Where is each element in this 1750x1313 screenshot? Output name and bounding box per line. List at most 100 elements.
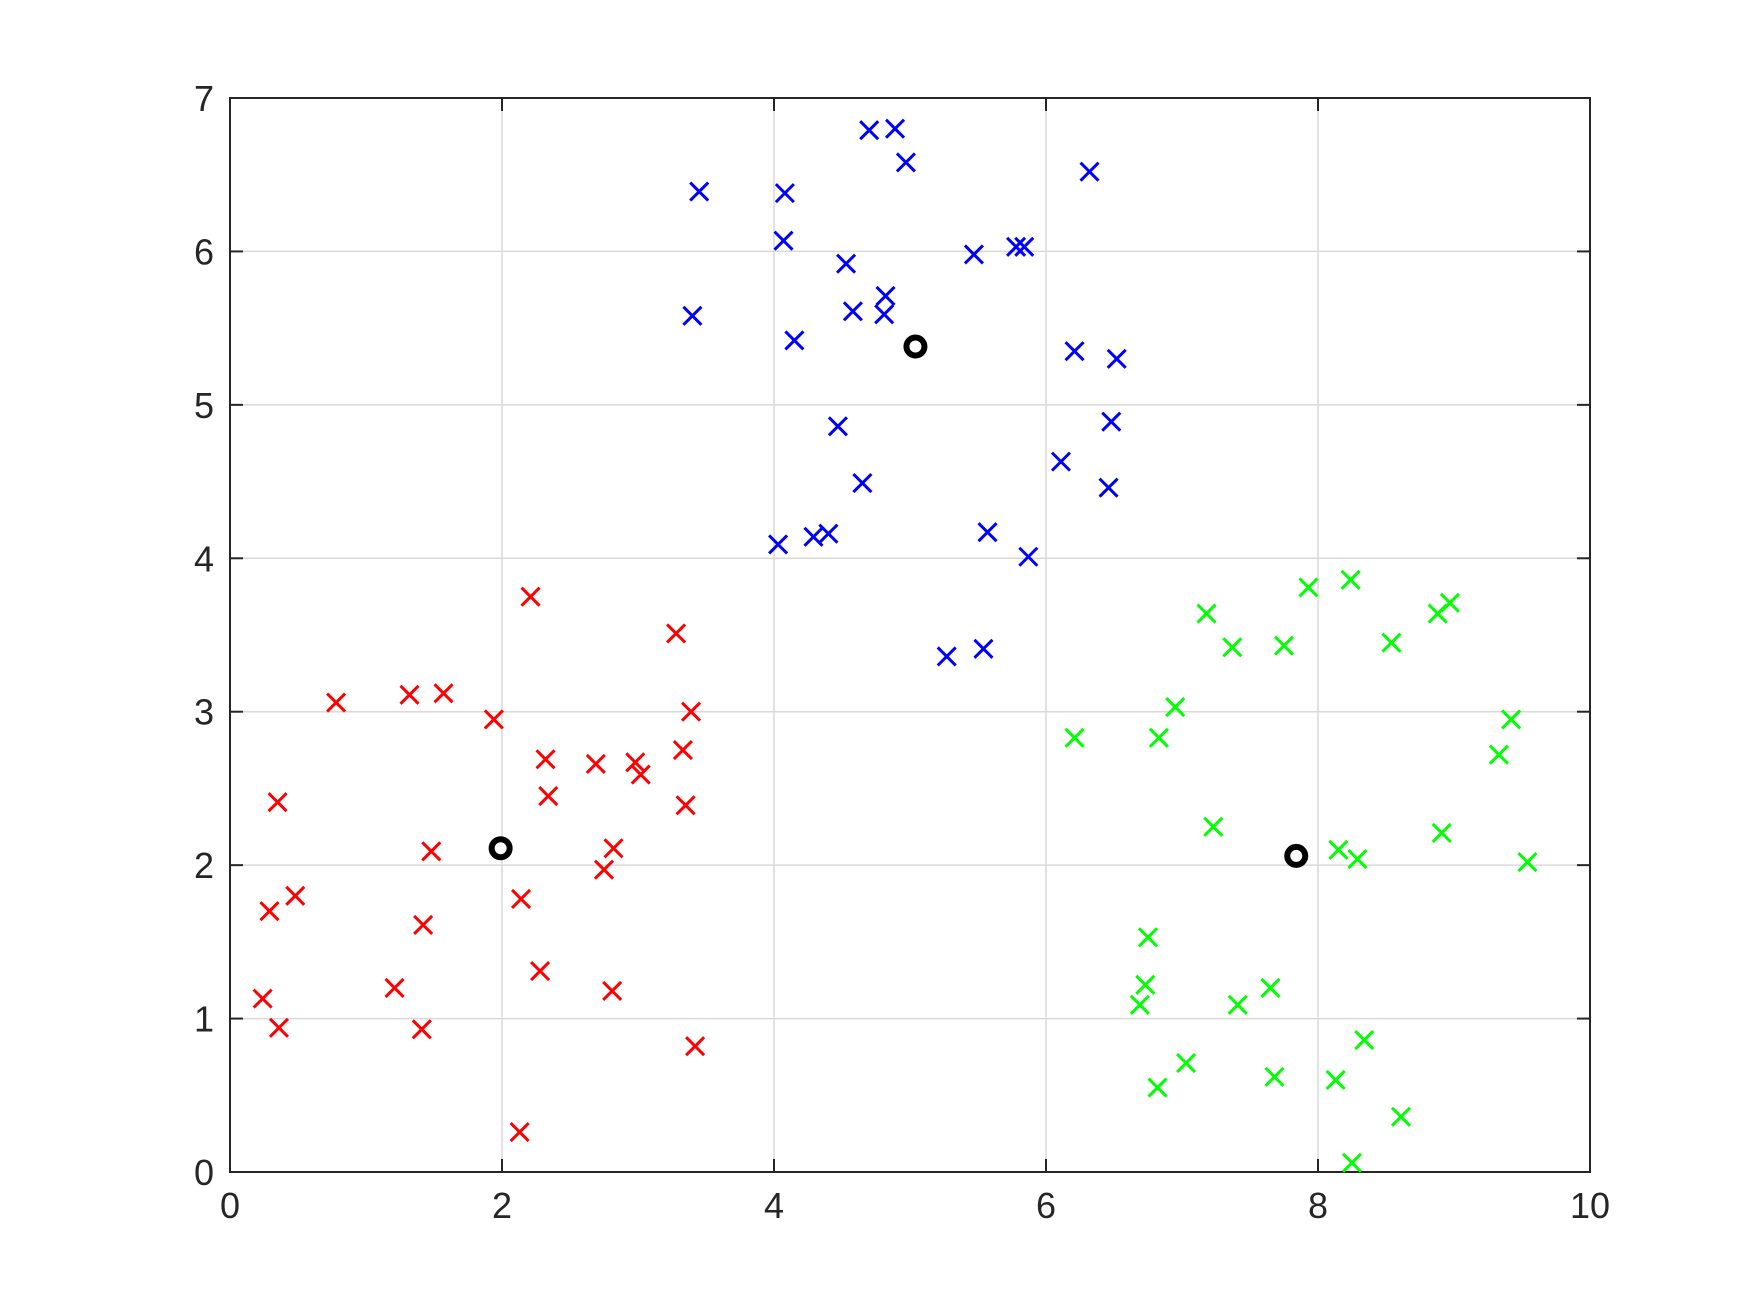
data-point-x [585, 753, 606, 774]
data-point-x [421, 841, 442, 862]
data-point-x [520, 586, 541, 607]
data-point-x [675, 795, 696, 816]
data-point-x [773, 230, 794, 251]
series-3 [488, 334, 1309, 868]
data-point-x [1014, 236, 1035, 257]
data-point-x [268, 1017, 290, 1038]
y-tick-label: 2 [194, 845, 214, 886]
data-point-x [827, 416, 848, 437]
x-tick-label: 8 [1308, 1185, 1328, 1226]
x-tick-label: 4 [764, 1185, 784, 1226]
data-point-x [1273, 635, 1295, 656]
data-point-x [1165, 697, 1186, 718]
data-point-x [1347, 848, 1368, 870]
tick-marks [229, 97, 1591, 1173]
data-point-x [1488, 744, 1509, 765]
data-point-x [1340, 569, 1361, 590]
data-point-x [973, 638, 994, 659]
data-point-x [1064, 727, 1085, 748]
data-point-x [1050, 451, 1072, 472]
data-point-x [1147, 1077, 1168, 1098]
data-point-x [1222, 637, 1243, 658]
data-point-x [259, 901, 280, 922]
data-point-x [1325, 1069, 1346, 1091]
data-point-x [884, 118, 906, 139]
data-point-x [1018, 546, 1039, 567]
data-point-x [936, 646, 957, 667]
data-point-x [874, 304, 895, 325]
data-point-x [784, 330, 805, 351]
data-point-x [1501, 709, 1522, 730]
data-point-x [1137, 927, 1159, 948]
data-point-x [685, 1036, 706, 1057]
y-tick-label: 6 [194, 231, 214, 272]
data-point-x [1106, 348, 1127, 369]
data-point-x [895, 152, 916, 173]
data-point-x [1101, 411, 1122, 432]
y-tick-labels: 0 1 2 3 4 5 6 7 [194, 78, 214, 1193]
data-point-x [625, 752, 646, 773]
data-point-x [818, 523, 839, 544]
axes-box [229, 97, 1591, 1173]
x-tick-label: 6 [1036, 1185, 1056, 1226]
data-point-x [682, 305, 703, 326]
data-point-x [774, 183, 795, 204]
data-point-x [1341, 1152, 1363, 1173]
plot-area [230, 98, 1590, 1172]
data-point-x [1328, 839, 1349, 860]
data-point-x [630, 764, 651, 785]
data-point-x [875, 285, 896, 306]
y-tick-label: 4 [194, 538, 214, 579]
data-point-x [1064, 341, 1085, 362]
data-point-x [1203, 816, 1224, 837]
data-point-x [603, 838, 624, 859]
data-point-x [803, 526, 824, 547]
data-point-x [1079, 161, 1100, 182]
data-point-x [1390, 1106, 1412, 1127]
data-point-x [1260, 977, 1281, 998]
data-point-x [433, 683, 454, 704]
data-point-x [963, 244, 984, 265]
y-tick-label: 5 [194, 385, 214, 426]
data-point-x [666, 623, 687, 644]
data-point-x [593, 859, 615, 880]
data-point-x [1227, 994, 1248, 1015]
data-point-x [689, 181, 710, 202]
data-point-x [483, 709, 504, 730]
centroid-marker [1284, 843, 1309, 868]
data-point-x [1006, 236, 1027, 257]
data-point-x [1381, 632, 1402, 653]
data-point-x [1264, 1066, 1285, 1087]
y-tick-label: 3 [194, 692, 214, 733]
data-point-x [535, 749, 556, 770]
data-point-x [859, 120, 880, 141]
data-point-x [1176, 1053, 1197, 1074]
data-point-x [1439, 592, 1460, 613]
data-point-x [1431, 822, 1452, 843]
x-tick-labels: 0 2 4 6 8 10 [220, 1185, 1610, 1226]
series-1 [682, 118, 1127, 667]
data-point-x [1148, 727, 1169, 748]
data-point-x [768, 534, 789, 555]
data-point-x [399, 684, 420, 705]
data-point-x [538, 786, 559, 807]
data-point-x [1129, 994, 1150, 1015]
data-point-x [602, 980, 623, 1002]
data-point-x [413, 914, 434, 936]
data-point-x [842, 301, 863, 322]
data-point-x [267, 792, 288, 813]
data-point-x [977, 522, 998, 543]
x-tick-label: 0 [220, 1185, 240, 1226]
data-point-x [384, 977, 405, 998]
data-point-x [1135, 974, 1156, 995]
centroid-marker [488, 836, 513, 861]
grid-lines [230, 98, 1590, 1172]
data-points [252, 118, 1538, 1173]
y-tick-label: 7 [194, 78, 214, 119]
data-point-x [510, 888, 532, 909]
data-point-x [1098, 477, 1119, 498]
data-point-x [252, 988, 273, 1009]
data-point-x [1517, 852, 1538, 873]
data-point-x [1298, 577, 1319, 598]
